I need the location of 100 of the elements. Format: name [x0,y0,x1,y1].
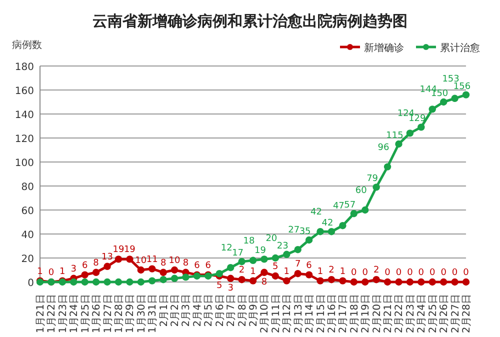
point [418,278,425,286]
data-label: 8 [182,258,189,268]
point [362,206,369,214]
point [339,222,346,230]
x-tick-label: 2月13日 [293,294,304,334]
point [395,278,402,286]
x-tick-label: 2月18日 [349,294,360,334]
data-label: 11 [146,254,158,265]
data-label: 23 [276,241,288,252]
x-tick-label: 1月26日 [92,294,103,334]
data-label: 19 [124,245,136,256]
point [170,266,178,274]
y-tick-label: 120 [14,134,34,145]
data-label: 129 [408,114,426,124]
data-label: 3 [228,283,234,294]
data-label: 5 [216,281,222,291]
point [81,271,88,278]
x-tick-label: 2月12日 [282,294,294,334]
point [294,246,302,254]
point [92,278,100,286]
x-tick-label: 1月30日 [136,294,148,334]
point [451,278,458,286]
data-label: 1 [317,266,324,277]
legend-label: 新增确诊 [364,42,404,54]
y-tick-label: 60 [21,206,34,217]
data-label: 1 [284,266,290,277]
x-tick-label: 2月10日 [260,294,271,334]
data-label: 8 [93,258,100,268]
x-tick-label: 2月28日 [462,294,472,334]
x-tick-label: 2月20日 [372,294,383,334]
data-label: 1 [37,266,43,277]
point [283,277,290,284]
data-label: 20 [266,234,278,244]
data-label: 10 [168,256,181,266]
point [114,256,122,263]
data-label: 0 [463,268,470,278]
data-label: 60 [355,186,368,196]
data-label: 57 [344,200,356,211]
point [440,98,448,106]
data-label: 35 [299,227,311,237]
point [384,163,392,170]
x-tick-label: 2月25日 [428,294,439,334]
x-tick-label: 2月9日 [248,294,260,327]
point [350,278,358,286]
data-label: 42 [310,208,322,218]
x-tick-label: 2月3日 [181,294,192,327]
x-tick-label: 2月7日 [226,294,238,327]
data-label: 0 [362,268,368,278]
point [418,124,425,131]
y-tick-label: 80 [21,182,34,193]
data-label: 10 [135,256,147,266]
data-label: 115 [386,131,404,141]
point [70,278,78,286]
point [114,278,122,286]
x-tick-label: 2月8日 [237,294,248,327]
x-tick-label: 1月25日 [80,294,92,334]
point [148,277,156,284]
point [226,274,234,282]
data-label: 6 [205,260,212,271]
data-label: 0 [430,268,436,278]
point [395,140,402,148]
point [328,228,336,236]
x-tick-label: 2月15日 [316,294,327,334]
point [272,254,280,262]
y-tick-label: 0 [28,278,34,289]
x-tick-label: 2月2日 [170,294,182,327]
data-label: 18 [243,236,255,246]
data-label: 2 [373,266,380,276]
point [249,256,257,264]
data-label: 156 [453,82,471,92]
data-label: 12 [220,244,232,254]
point [372,184,380,191]
x-tick-label: 1月31日 [148,294,159,334]
point [462,278,470,286]
x-tick-label: 1月29日 [125,294,136,334]
data-label: 96 [378,142,390,153]
point [362,278,369,286]
x-tick-label: 2月27日 [450,294,462,334]
data-label: 1 [250,266,256,277]
point [305,236,313,244]
data-label: 0 [452,268,458,278]
data-label: 17 [232,248,244,259]
point [260,256,268,263]
point [462,91,470,98]
data-label: 0 [407,268,414,278]
y-tick-label: 180 [14,62,34,73]
point [249,277,257,284]
y-axis-title: 病例数 [12,39,42,51]
point [451,94,458,102]
point [294,270,302,278]
x-tick-label: 2月6日 [214,294,226,327]
point [316,277,324,284]
y-tick-label: 100 [14,158,34,169]
data-label: 0 [48,268,54,278]
point [272,272,280,280]
data-label: 8 [160,258,166,268]
point [137,266,144,274]
data-label: 2 [238,266,245,276]
point [372,276,380,284]
point [160,276,167,284]
